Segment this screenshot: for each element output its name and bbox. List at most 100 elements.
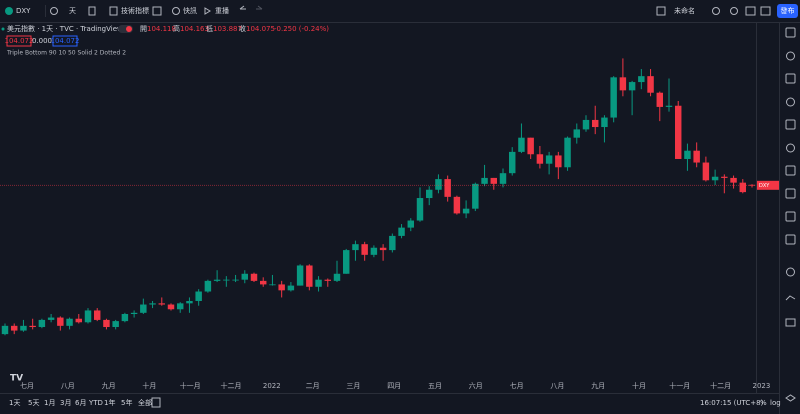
legend-toggle-dot — [126, 26, 132, 32]
replay-button[interactable]: 重播 — [215, 6, 229, 15]
undo-icon[interactable] — [239, 5, 246, 10]
streams-icon[interactable] — [785, 188, 796, 199]
candle-body — [306, 265, 313, 287]
candle-body — [29, 325, 36, 328]
trading-icon[interactable] — [785, 295, 796, 301]
candle-body — [379, 247, 387, 251]
snapshot-icon[interactable] — [760, 6, 771, 16]
range-button[interactable]: 1天 — [9, 399, 20, 407]
candle-body — [481, 177, 488, 184]
candle-body — [389, 235, 396, 251]
candle-body — [435, 179, 442, 190]
candle-body — [223, 279, 230, 281]
bid-price[interactable]: 104.072 — [5, 37, 34, 45]
fullscreen-icon[interactable] — [745, 6, 756, 16]
range-button[interactable]: 全部 — [138, 398, 152, 407]
top-toolbar: DXY 天 技術指標 快訊 重播 未命名 發布 — [0, 4, 800, 23]
range-button[interactable]: 6月 — [75, 399, 86, 407]
range-button[interactable]: 1月 — [44, 399, 55, 407]
candle-body — [702, 162, 710, 181]
dom-icon[interactable] — [785, 318, 796, 327]
candle-body — [638, 76, 645, 83]
candle-body — [315, 279, 322, 287]
candle-body — [545, 155, 553, 164]
candle-body — [684, 150, 691, 159]
ideas-icon[interactable] — [786, 143, 795, 153]
candle-body — [66, 318, 73, 326]
layers-icon[interactable] — [785, 394, 796, 402]
candle-body — [140, 304, 147, 313]
tv-logo: TV — [10, 374, 23, 384]
candle-body — [518, 137, 525, 152]
candle-body — [499, 173, 507, 184]
candle-body — [730, 177, 737, 183]
symbol-tag: DXY — [759, 183, 770, 189]
x-tick-label: 2023 — [752, 382, 770, 390]
bid-box[interactable] — [6, 35, 32, 47]
percent-toggle[interactable]: % — [760, 399, 767, 407]
x-tick-label: 十一月 — [669, 381, 690, 390]
x-tick-label: 五月 — [428, 382, 442, 390]
range-button[interactable]: 3月 — [60, 399, 71, 407]
candle-body — [213, 279, 221, 281]
candle-body — [665, 105, 673, 107]
candle-body — [711, 176, 719, 181]
layout-icon[interactable] — [656, 6, 666, 16]
range-button[interactable]: 5天 — [28, 399, 39, 407]
settings-icon[interactable] — [730, 7, 738, 15]
chart-style-icon[interactable] — [88, 6, 96, 16]
range-button[interactable]: 1年 — [104, 398, 115, 407]
templates-icon[interactable] — [152, 6, 162, 16]
publish-button-bg[interactable] — [777, 4, 798, 18]
calendar-icon[interactable] — [785, 119, 796, 130]
interval-button[interactable]: 天 — [69, 7, 76, 15]
candle-body — [38, 319, 46, 328]
chats-icon[interactable] — [785, 165, 796, 176]
candle-body — [324, 279, 332, 281]
notifications-icon[interactable] — [786, 267, 795, 277]
goto-date-icon[interactable] — [151, 397, 161, 408]
indicators-icon — [109, 6, 118, 16]
log-toggle[interactable]: log — [770, 399, 781, 407]
candle-body — [573, 129, 581, 138]
alerts-button[interactable]: 快訊 — [183, 6, 197, 15]
ohlc-value: 104.163 — [180, 25, 209, 33]
candle-body — [453, 196, 461, 214]
calendar2-icon[interactable] — [785, 211, 796, 222]
candle-body — [1, 325, 9, 335]
watchlist-icon[interactable] — [785, 27, 796, 38]
candle-body — [582, 119, 590, 130]
symbol-button[interactable]: DXY — [16, 7, 31, 15]
data-window-icon[interactable] — [785, 73, 796, 84]
alerts-side-icon[interactable] — [786, 51, 795, 61]
notes-icon[interactable] — [785, 234, 796, 245]
x-tick-label: 三月 — [346, 382, 360, 390]
ask-box[interactable] — [52, 35, 78, 47]
search-icon[interactable] — [712, 7, 720, 15]
candle-body — [619, 77, 627, 91]
x-tick-label: 九月 — [591, 381, 605, 390]
indicators-button[interactable]: 技術指標 — [121, 6, 149, 15]
range-button[interactable]: YTD — [88, 399, 103, 407]
candle-body — [444, 179, 451, 197]
candle-body — [93, 310, 101, 320]
replay-icon — [204, 7, 211, 15]
candle-body — [656, 92, 664, 107]
legend-title: 美元指數 · 1天 · TVC · TradingView — [7, 24, 123, 33]
market-status — [1, 27, 5, 31]
symbol-tag-bg — [757, 180, 773, 190]
ask-price[interactable]: 104.072 — [51, 37, 80, 45]
add-symbol-icon[interactable] — [50, 7, 58, 15]
symbol-icon — [5, 7, 13, 15]
candle-body — [601, 117, 608, 128]
publish-button[interactable]: 發布 — [781, 6, 795, 15]
ohlc-label: 開 — [140, 25, 147, 33]
candle-body — [721, 176, 728, 178]
alert-icon — [172, 7, 180, 15]
layout-name[interactable]: 未命名 — [674, 6, 695, 15]
range-button[interactable]: 5年 — [121, 398, 132, 407]
candle-body — [186, 300, 193, 304]
candle-body — [296, 265, 304, 286]
hotlist-icon[interactable] — [786, 97, 795, 107]
